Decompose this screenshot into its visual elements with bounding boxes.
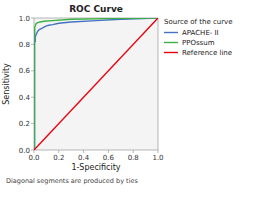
x-tick: [108, 150, 109, 153]
legend-entry: APACHE- II: [182, 29, 219, 37]
y-tick: [31, 18, 34, 19]
x-tick: [83, 150, 84, 153]
plot-area: [34, 18, 158, 150]
series-line: [34, 18, 158, 150]
y-tick-label: 0.6: [19, 67, 31, 75]
legend-swatch: [164, 52, 178, 53]
legend-entry: Reference line: [182, 49, 232, 57]
y-tick: [31, 44, 34, 45]
y-tick: [31, 97, 34, 98]
legend-swatch: [164, 42, 178, 43]
title: ROC Curve: [69, 4, 123, 14]
legend-swatch: [164, 32, 178, 33]
x-tick-label: 0.4: [78, 154, 90, 162]
chart: 0.0 0.2 0.4 0.6 0.8 1.0 0.0 0.2 0.4 0.6 0.8 1.0 ROC …: [0, 0, 254, 199]
x-tick: [158, 150, 159, 153]
y-tick: [31, 150, 34, 151]
y-tick: [31, 70, 34, 71]
x-tick-label: 0.8: [128, 154, 139, 162]
x-tick: [133, 150, 134, 153]
series-line: [34, 18, 158, 150]
x-tick-label: 1.0: [152, 154, 163, 162]
x-tick-label: 0.0: [28, 154, 39, 162]
page: {"chart_data": { "type": "line", "title"…: [0, 0, 254, 199]
y-tick-label: 0.4: [19, 94, 31, 102]
y-tick: [31, 123, 34, 124]
x-axis-label: 1-Specificity: [71, 163, 120, 172]
x-tick-label: 0.6: [103, 154, 115, 162]
legend-title: Source of the curve: [164, 18, 233, 26]
x-tick: [58, 150, 59, 153]
y-axis-label: Sensitivity: [2, 63, 11, 105]
series-group: [34, 18, 158, 150]
y-tick-label: 0.0: [19, 147, 30, 155]
x-tick-label: 0.2: [53, 154, 64, 162]
series-line: [34, 18, 158, 150]
x-tick: [34, 150, 35, 153]
y-tick-label: 0.8: [19, 41, 30, 49]
footnote: Diagonal segments are produced by ties: [6, 177, 138, 185]
legend-entry: PPOssum: [182, 39, 215, 47]
y-tick-label: 1.0: [19, 15, 30, 23]
y-tick-label: 0.2: [19, 120, 30, 128]
plot-frame: [34, 18, 158, 150]
